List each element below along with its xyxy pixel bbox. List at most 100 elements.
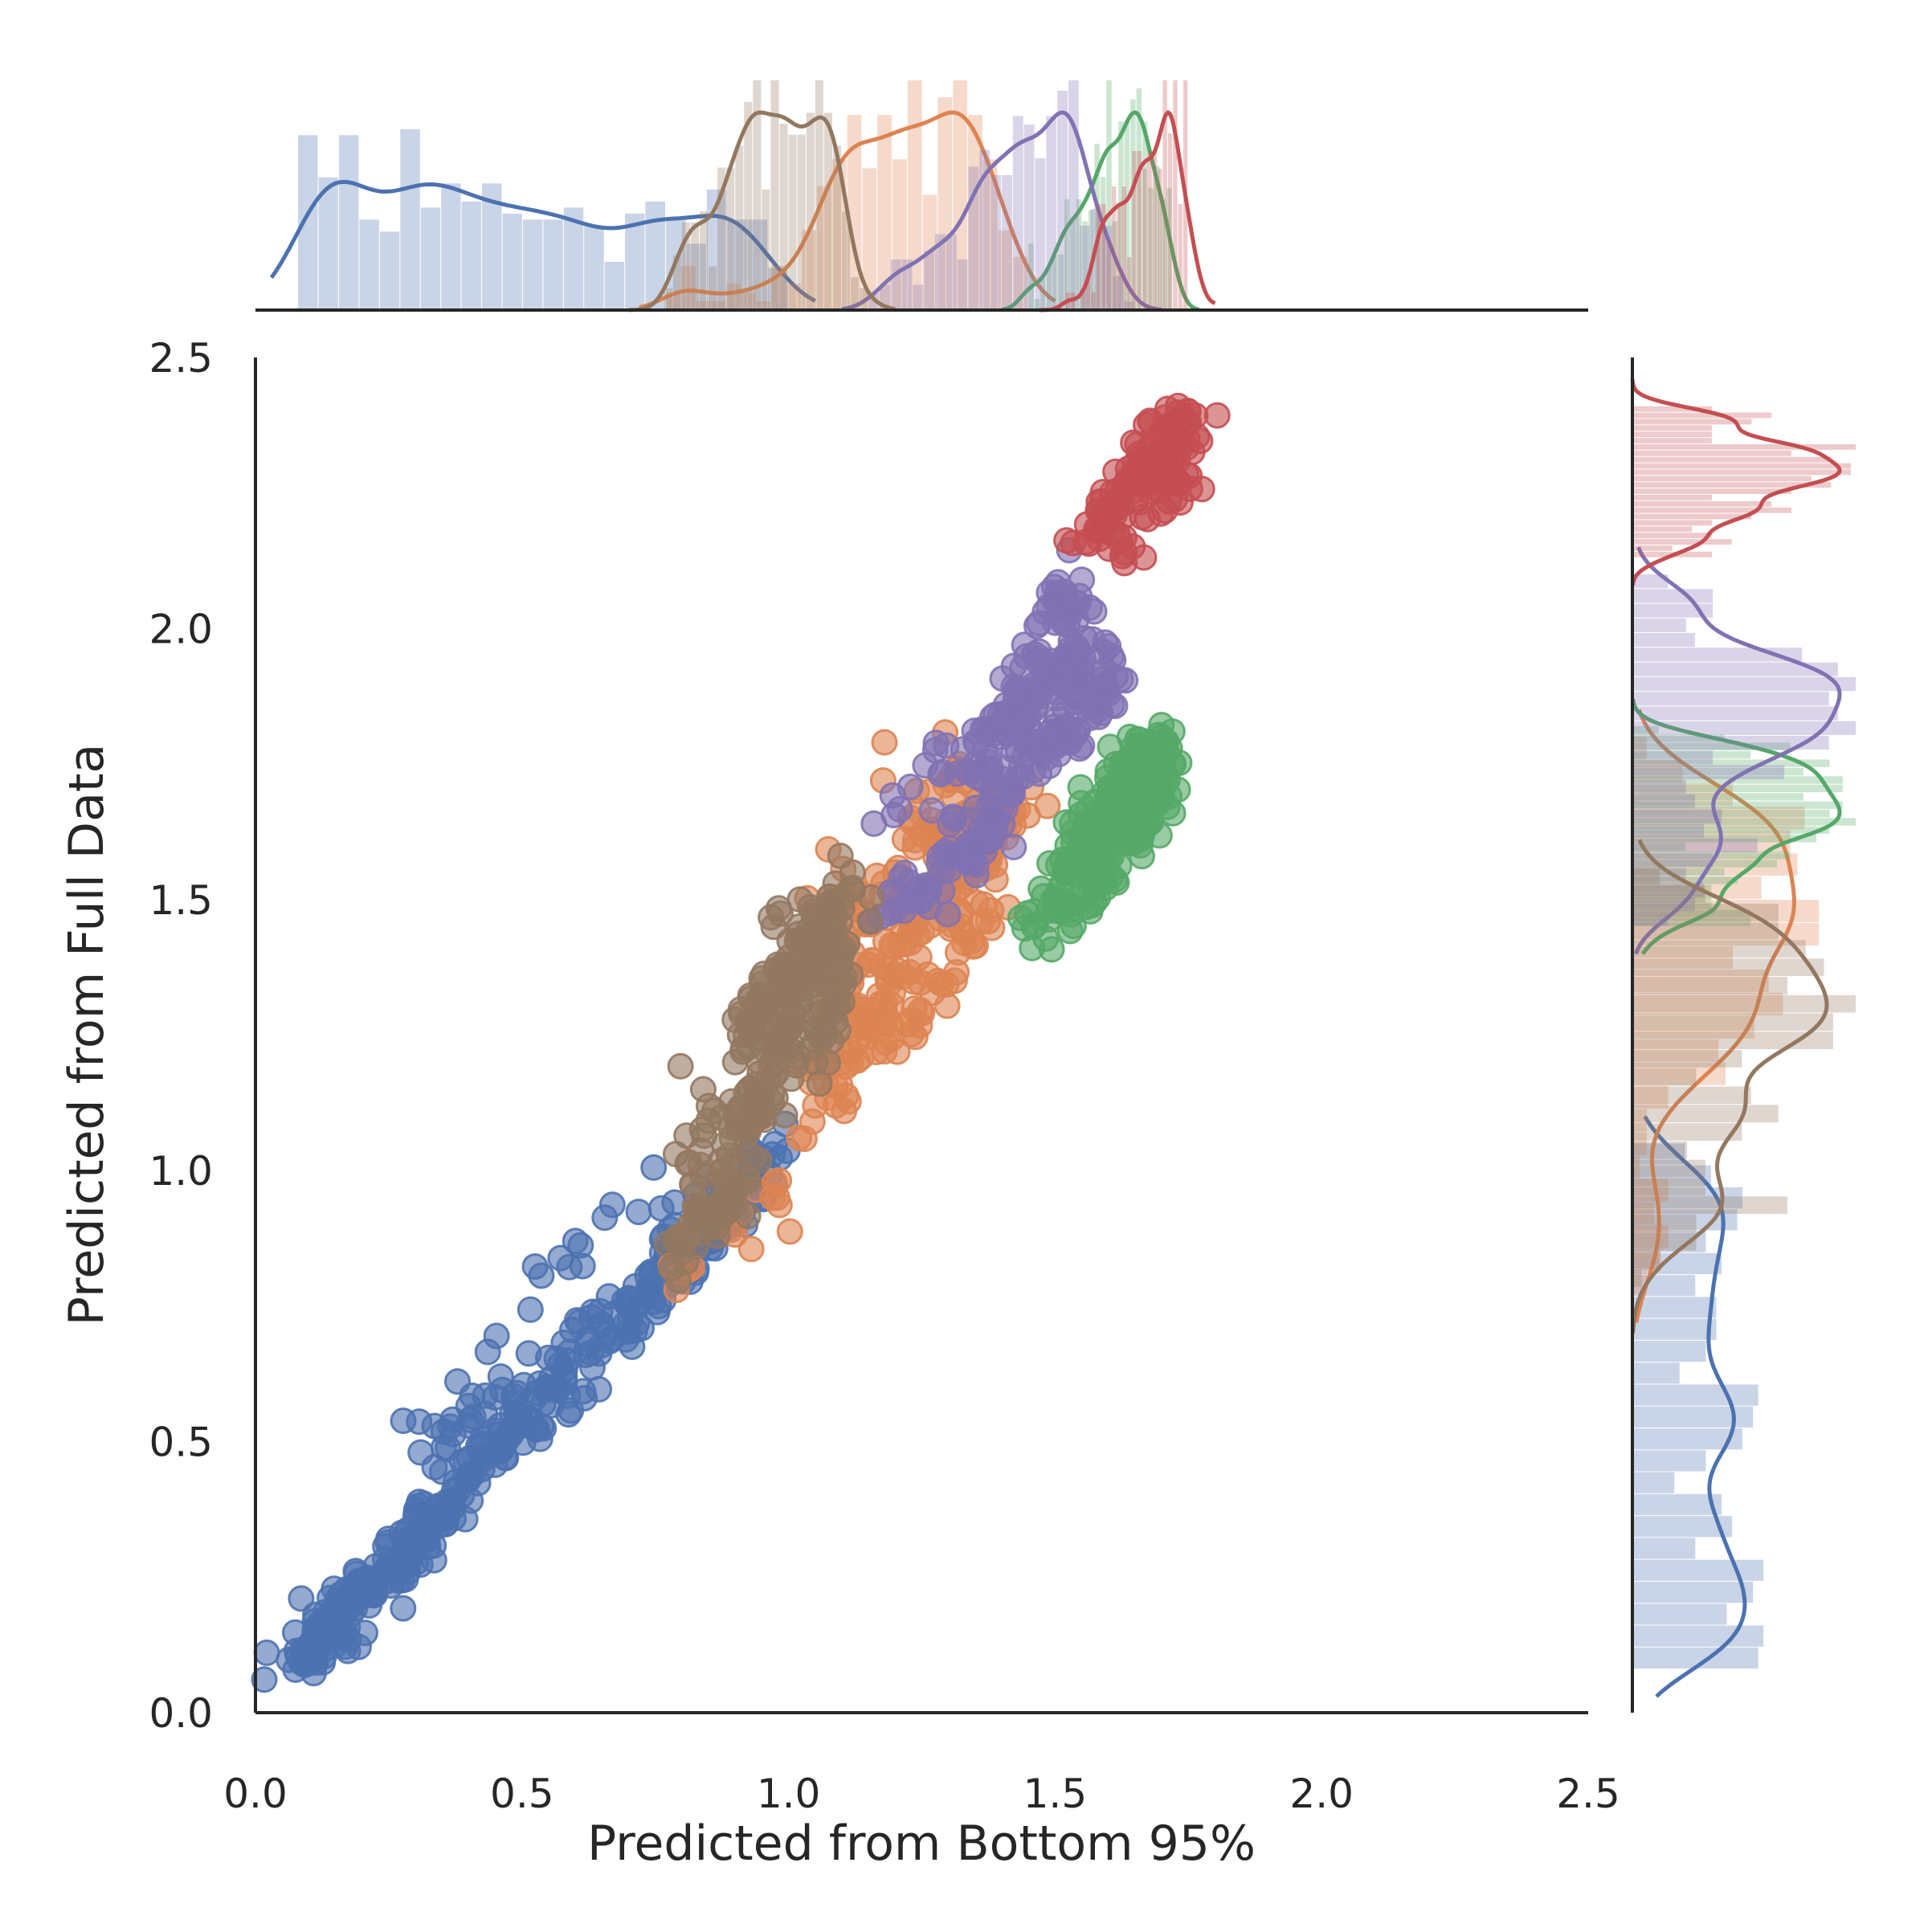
x-tick-label: 1.0 xyxy=(757,1771,821,1817)
scatter-point xyxy=(871,1038,898,1065)
scatter-point xyxy=(711,1184,738,1211)
right-histogram-bar xyxy=(1632,843,1685,851)
right-histogram-bar xyxy=(1632,1269,1642,1288)
top-histogram-bar xyxy=(709,266,717,310)
top-histogram-bar xyxy=(924,251,935,310)
top-histogram-bar xyxy=(1040,276,1046,310)
top-histogram-bar xyxy=(946,234,957,310)
scatter-point xyxy=(1034,792,1061,819)
right-histogram-bar xyxy=(1632,1155,1640,1178)
scatter-point xyxy=(786,913,813,940)
scatter-point xyxy=(1041,588,1068,615)
scatter-point xyxy=(1052,642,1080,669)
scatter-point xyxy=(375,1553,402,1580)
y-tick-label: 0.0 xyxy=(149,1690,213,1737)
right-histogram-bar xyxy=(1632,692,1829,706)
scatter-point xyxy=(1084,859,1111,886)
scatter-point xyxy=(529,1390,557,1417)
scatter-point xyxy=(865,982,893,1009)
scatter-point xyxy=(474,1338,501,1366)
right-histogram-bar xyxy=(1632,1251,1660,1269)
right-histogram-bar xyxy=(1632,425,1712,431)
top-histogram-bar xyxy=(862,168,877,310)
top-histogram-bar xyxy=(1035,157,1046,310)
top-histogram-bar xyxy=(890,259,901,310)
scatter-point xyxy=(912,752,939,779)
top-marginal-distribution xyxy=(269,80,1216,312)
right-histogram-bar xyxy=(1632,1472,1675,1493)
right-histogram-bar xyxy=(1632,494,1712,500)
scatter-point xyxy=(764,951,791,978)
right-histogram-bar xyxy=(1632,1538,1696,1559)
top-histogram-bar xyxy=(901,259,913,310)
right-histogram-bar xyxy=(1632,735,1829,750)
scatter-point xyxy=(856,908,884,935)
right-histogram-bar xyxy=(1632,801,1843,809)
top-histogram-bar xyxy=(664,288,672,310)
top-histogram-bar xyxy=(690,222,699,310)
top-histogram-bar xyxy=(1057,90,1068,310)
top-histogram-bar xyxy=(1118,121,1124,310)
scatter-point xyxy=(667,1052,694,1080)
right-histogram-bar xyxy=(1632,884,1712,892)
right-histogram-bar xyxy=(1632,760,1683,783)
scatter-point xyxy=(945,939,971,966)
top-kde-curve xyxy=(1039,109,1216,312)
scatter-series xyxy=(857,537,1139,935)
x-tick-label: 1.5 xyxy=(1023,1771,1088,1817)
right-marginal-series xyxy=(1630,378,1856,586)
scatter-point xyxy=(687,1151,714,1178)
scatter-point xyxy=(509,1411,536,1439)
right-histogram-bar xyxy=(1632,1109,1647,1132)
top-histogram-bar xyxy=(756,300,771,310)
scatter-point xyxy=(999,696,1026,724)
right-histogram-bar xyxy=(1632,794,1695,809)
scatter-point xyxy=(1158,750,1186,778)
right-histogram-bar xyxy=(1632,1603,1727,1625)
scatter-point xyxy=(402,1520,429,1547)
right-histogram-bar xyxy=(1632,1050,1742,1068)
top-histogram-bar xyxy=(1178,204,1183,310)
scatter-point xyxy=(345,1633,372,1660)
scatter-point xyxy=(1095,496,1122,523)
right-histogram-bar xyxy=(1632,1159,1705,1178)
right-histogram-bar xyxy=(1632,823,1704,838)
top-histogram-bar xyxy=(1111,186,1117,310)
scatter-point xyxy=(455,1411,482,1439)
top-histogram-bar xyxy=(1101,204,1106,310)
scatter-point xyxy=(828,940,856,967)
scatter-point xyxy=(1116,723,1143,750)
right-histogram-bar xyxy=(1632,443,1856,450)
top-histogram-bar xyxy=(979,149,991,310)
top-histogram-bar xyxy=(1112,221,1118,310)
x-axis-title: Predicted from Bottom 95% xyxy=(587,1816,1256,1872)
right-histogram-bar xyxy=(1632,1231,1706,1252)
top-histogram-bar xyxy=(700,211,709,310)
right-histogram-bar xyxy=(1632,406,1712,412)
scatter-point xyxy=(828,886,856,913)
right-histogram-bar xyxy=(1632,1013,1833,1031)
top-histogram-bar xyxy=(711,300,726,310)
right-histogram-bar xyxy=(1632,574,1669,589)
right-kde-curve xyxy=(1631,839,1829,1334)
right-histogram-bar xyxy=(1632,779,1686,794)
scatter-point xyxy=(999,778,1026,805)
top-histogram-bar xyxy=(1070,221,1076,310)
scatter-point xyxy=(898,1006,925,1033)
top-histogram-bar xyxy=(770,80,779,310)
top-histogram-bar xyxy=(1160,198,1166,310)
right-histogram-bar xyxy=(1632,851,1791,860)
scatter-point xyxy=(430,1418,457,1445)
top-histogram-bar xyxy=(823,112,832,310)
right-histogram-bar xyxy=(1632,767,1803,776)
y-axis-title: Predicted from Full Data xyxy=(59,744,115,1325)
scatter-point xyxy=(1188,476,1215,503)
top-histogram-bar xyxy=(1002,174,1012,310)
top-kde-curve xyxy=(639,110,1056,310)
scatter-point xyxy=(647,1195,675,1222)
scatter-point xyxy=(909,918,935,946)
right-histogram-bar xyxy=(1632,921,1779,940)
scatter-point xyxy=(818,918,845,946)
